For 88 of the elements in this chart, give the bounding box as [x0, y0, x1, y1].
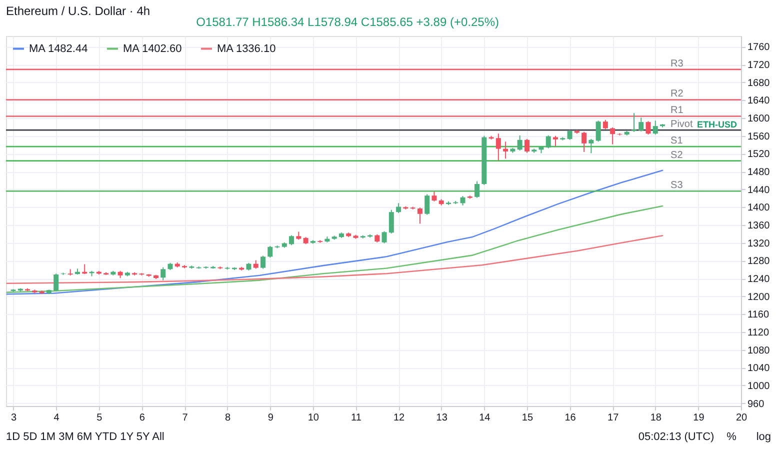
y-tick-label: 1240: [748, 274, 770, 286]
candlestick: [596, 120, 601, 142]
ref-line-label: S3: [670, 180, 684, 192]
y-tick-label: 1040: [748, 363, 770, 374]
y-tick-label: 1640: [748, 96, 770, 107]
y-tick-label: 1200: [748, 292, 770, 303]
candlestick: [432, 191, 437, 202]
x-tick-label: 16: [564, 412, 576, 424]
candlestick: [588, 138, 594, 154]
text: %: [726, 431, 737, 443]
text: 1D 5D 1M 3M 6M YTD 1Y 5Y All: [6, 431, 164, 443]
candlestick: [460, 196, 466, 206]
candlestick: [602, 119, 608, 130]
ref-line-label: R2: [670, 88, 684, 100]
candlestick: [424, 194, 430, 216]
y-tick-label: 1280: [748, 256, 770, 268]
legend-label: MA 1482.44: [29, 42, 88, 55]
x-tick-label: 3: [10, 412, 17, 424]
text: O1581.77 H1586.34 L1578.94 C1585.65 +3.89 (+0.25%): [196, 15, 500, 29]
y-tick-label: 1760: [748, 42, 770, 54]
y-tick-label: 1480: [748, 167, 770, 178]
candlestick: [546, 134, 551, 149]
annotation: ETH-USD: [697, 119, 738, 130]
legend-label: MA 1336.10: [217, 42, 276, 55]
candlestick: [610, 126, 616, 145]
candlestick: [582, 131, 587, 152]
candlestick: [646, 120, 651, 136]
legend-label: MA 1402.60: [123, 42, 182, 55]
y-tick-label: 1720: [748, 60, 770, 72]
x-tick-label: 13: [436, 412, 448, 424]
x-tick-label: 20: [736, 412, 748, 424]
y-tick-label: 1400: [748, 202, 770, 214]
y-tick-label: 1160: [748, 310, 770, 321]
candlestick: [631, 112, 636, 132]
candlestick: [567, 130, 572, 140]
x-tick-label: 15: [522, 412, 534, 424]
candlestick: [417, 207, 422, 224]
candlestick: [652, 120, 658, 136]
text: 05:02:13 (UTC): [638, 431, 714, 443]
candlestick: [396, 202, 402, 214]
candlestick: [382, 230, 387, 244]
candlestick: [160, 266, 166, 281]
x-tick-label: 8: [225, 412, 232, 424]
y-tick-label: 1440: [748, 184, 770, 196]
candlestick: [268, 245, 273, 258]
line-series: [6, 235, 664, 284]
candlestick: [517, 134, 522, 152]
y-tick-label: 1320: [748, 238, 770, 250]
text: log: [756, 431, 771, 443]
y-tick-label: 1520: [748, 149, 770, 160]
candlestick: [474, 180, 480, 198]
ref-line-label: Pivot: [670, 119, 693, 130]
candlestick: [388, 209, 394, 234]
y-tick-label: 1120: [748, 328, 770, 338]
x-tick-label: 14: [479, 412, 491, 424]
candlestick: [289, 234, 294, 246]
ref-line-label: S1: [670, 136, 684, 147]
line-series: [6, 170, 664, 295]
y-tick-label: 960: [748, 398, 765, 410]
x-tick-label: 6: [139, 412, 146, 424]
y-tick-label: 1080: [748, 345, 770, 356]
y-tick-label: 1600: [748, 114, 770, 125]
candlestick: [553, 135, 558, 147]
y-tick-label: 1360: [748, 220, 770, 232]
x-tick-label: 4: [54, 412, 60, 424]
x-tick-label: 18: [650, 412, 662, 424]
x-tick-label: 19: [693, 412, 705, 424]
chart-title: Ethereum / U.S. Dollar · 4h: [6, 4, 150, 18]
candlestick: [638, 117, 644, 132]
ref-line-label: R1: [670, 105, 684, 116]
candlestick: [54, 273, 59, 292]
ref-line-label: R3: [670, 58, 684, 70]
candlestick: [496, 133, 501, 161]
x-tick-label: 9: [268, 412, 274, 424]
x-tick-label: 5: [96, 412, 103, 424]
x-tick-label: 10: [308, 412, 320, 424]
y-tick-label: 1560: [748, 131, 770, 142]
x-tick-label: 17: [608, 412, 620, 424]
y-tick-label: 1000: [748, 380, 770, 392]
candlestick: [260, 255, 266, 270]
x-tick-label: 7: [182, 412, 188, 424]
x-tick-label: 12: [393, 412, 406, 424]
candlestick: [524, 138, 530, 154]
candlestick: [503, 141, 508, 160]
y-tick-label: 1680: [748, 78, 770, 89]
x-tick-label: 11: [351, 412, 362, 424]
line-series: [6, 205, 664, 293]
ref-line-label: S2: [670, 150, 684, 161]
